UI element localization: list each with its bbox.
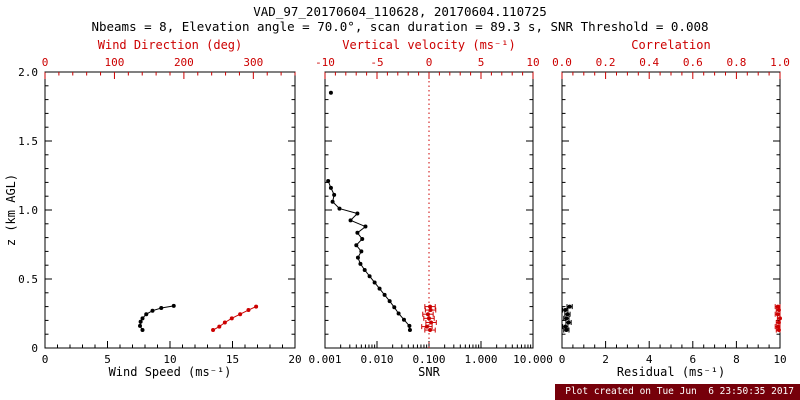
plot-created-timestamp: Plot created on Tue Jun 6 23:50:35 2017 — [555, 384, 800, 400]
svg-text:0.010: 0.010 — [360, 353, 393, 366]
svg-text:-5: -5 — [370, 56, 383, 69]
svg-text:0.0: 0.0 — [552, 56, 572, 69]
svg-text:10: 10 — [163, 353, 176, 366]
svg-text:5: 5 — [104, 353, 111, 366]
svg-text:2.0: 2.0 — [18, 66, 38, 79]
svg-text:0: 0 — [42, 353, 49, 366]
svg-text:6: 6 — [689, 353, 696, 366]
axis-title-wind-speed: Wind Speed (ms⁻¹) — [108, 365, 232, 379]
svg-text:0.100: 0.100 — [412, 353, 445, 366]
svg-text:10: 10 — [526, 56, 539, 69]
svg-text:10.000: 10.000 — [513, 353, 553, 366]
axis-title-wind-direction: Wind Direction (deg) — [97, 38, 243, 52]
axis-title-height: z (km AGL) — [4, 173, 18, 247]
svg-text:0: 0 — [426, 56, 433, 69]
axis-title-snr: SNR — [418, 365, 440, 379]
svg-text:2: 2 — [602, 353, 609, 366]
svg-text:0: 0 — [31, 342, 38, 355]
svg-text:5: 5 — [478, 56, 485, 69]
svg-text:0.001: 0.001 — [308, 353, 341, 366]
svg-text:0.5: 0.5 — [18, 273, 38, 286]
svg-text:0: 0 — [42, 56, 49, 69]
axis-title-correlation: Correlation — [631, 38, 711, 52]
svg-text:0: 0 — [559, 353, 566, 366]
svg-text:4: 4 — [646, 353, 653, 366]
svg-text:20: 20 — [288, 353, 301, 366]
svg-text:0.4: 0.4 — [639, 56, 659, 69]
svg-text:300: 300 — [243, 56, 263, 69]
axis-title-residual: Residual (ms⁻¹) — [616, 365, 726, 379]
svg-text:1.000: 1.000 — [464, 353, 497, 366]
svg-text:0.6: 0.6 — [683, 56, 703, 69]
svg-text:200: 200 — [174, 56, 194, 69]
svg-text:0.2: 0.2 — [596, 56, 616, 69]
svg-text:1.0: 1.0 — [770, 56, 790, 69]
svg-text:-10: -10 — [315, 56, 335, 69]
panel-residual: 0 2 4 6 8 10 0.0 0.2 0.4 0.6 0.8 1.0 — [552, 56, 790, 366]
plot-title: VAD_97_20170604_110628, 20170604.110725 — [253, 4, 547, 19]
svg-text:15: 15 — [226, 353, 239, 366]
svg-text:1.5: 1.5 — [18, 135, 38, 148]
svg-text:1.0: 1.0 — [18, 204, 38, 217]
plot-subtitle: Nbeams = 8, Elevation angle = 70.0°, sca… — [91, 19, 709, 34]
axis-title-vertical-velocity: Vertical velocity (ms⁻¹) — [342, 38, 516, 52]
svg-text:0.8: 0.8 — [726, 56, 746, 69]
panel-snr: 0.001 0.010 0.100 1.000 10.000 -10 -5 0 5 10 — [308, 56, 552, 366]
svg-text:10: 10 — [773, 353, 786, 366]
svg-text:8: 8 — [733, 353, 740, 366]
svg-text:100: 100 — [105, 56, 125, 69]
